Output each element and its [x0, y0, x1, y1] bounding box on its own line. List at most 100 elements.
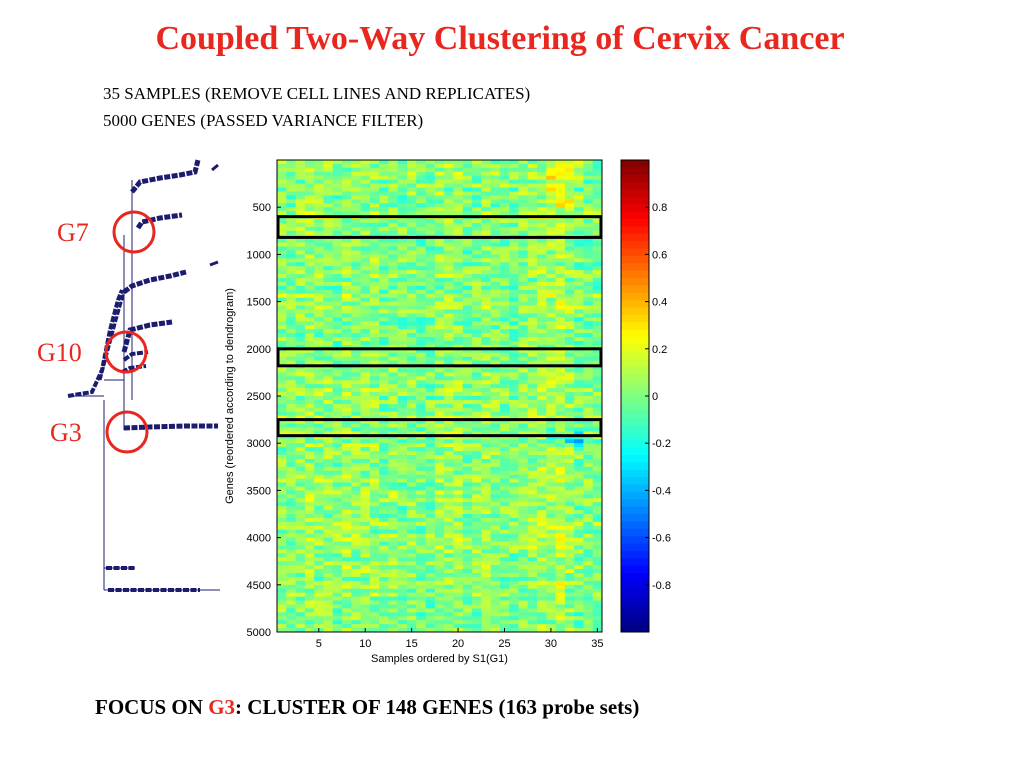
heatmap-cell — [499, 301, 510, 306]
heatmap-cell — [323, 219, 334, 224]
heatmap-cell — [379, 573, 389, 578]
heatmap-cell — [490, 588, 501, 594]
heatmap-cell — [304, 616, 315, 621]
heatmap-cell — [379, 455, 389, 460]
heatmap-cell — [286, 297, 296, 302]
heatmap-cell — [444, 329, 454, 334]
heatmap-cell — [434, 411, 445, 417]
heatmap-cell — [397, 573, 408, 578]
heatmap-cell — [314, 329, 324, 334]
heatmap-cell — [277, 435, 287, 440]
heatmap-cell — [397, 270, 408, 275]
heatmap-cell — [509, 392, 519, 397]
heatmap-cell — [360, 160, 371, 165]
heatmap-cell — [360, 321, 371, 326]
heatmap-cell — [499, 427, 510, 432]
heatmap-cell — [472, 616, 482, 621]
heatmap-cell — [360, 545, 371, 550]
heatmap-cell — [416, 160, 426, 165]
heatmap-cell — [499, 285, 510, 291]
heatmap-cell — [332, 222, 343, 228]
heatmap-cell — [574, 407, 584, 413]
heatmap-cell — [407, 573, 417, 578]
heatmap-cell — [472, 289, 482, 295]
heatmap-cell — [518, 329, 529, 334]
heatmap-cell — [351, 207, 361, 212]
heatmap — [277, 160, 603, 633]
heatmap-cell — [407, 490, 417, 495]
heatmap-cell — [490, 309, 501, 314]
heatmap-cell — [555, 620, 566, 625]
heatmap-cell — [462, 498, 473, 503]
heatmap-cell — [323, 368, 334, 373]
heatmap-cell — [397, 510, 408, 515]
heatmap-cell — [462, 486, 473, 491]
heatmap-cell — [407, 494, 417, 499]
heatmap-cell — [583, 553, 594, 558]
heatmap-cell — [546, 561, 556, 566]
heatmap-cell — [277, 584, 287, 590]
heatmap-cell — [342, 219, 352, 224]
heatmap-cell — [518, 325, 529, 330]
heatmap-cell — [472, 297, 482, 302]
colorbar-segment — [621, 403, 649, 412]
heatmap-cell — [351, 360, 361, 365]
heatmap-cell — [360, 478, 371, 483]
heatmap-cell — [332, 183, 343, 188]
heatmap-cell — [388, 163, 399, 169]
heatmap-cell — [564, 514, 575, 519]
heatmap-cell — [583, 313, 594, 318]
colorbar-tick-label: 0.8 — [652, 202, 667, 214]
heatmap-cell — [444, 175, 454, 181]
heatmap-cell — [462, 399, 473, 405]
heatmap-cell — [574, 600, 584, 605]
heatmap-cell — [351, 407, 361, 413]
heatmap-cell — [490, 620, 501, 625]
heatmap-cell — [537, 427, 547, 432]
heatmap-cell — [592, 230, 603, 236]
heatmap-cell — [342, 187, 352, 192]
heatmap-cell — [314, 250, 324, 255]
heatmap-cell — [286, 337, 296, 342]
heatmap-cell — [434, 317, 445, 322]
y-tick-label: 2000 — [247, 344, 271, 356]
heatmap-cell — [360, 474, 371, 479]
heatmap-cell — [360, 396, 371, 401]
heatmap-cell — [434, 600, 445, 605]
heatmap-cell — [360, 588, 371, 594]
heatmap-cell — [304, 305, 315, 310]
heatmap-cell — [444, 293, 454, 299]
heatmap-cell — [351, 399, 361, 405]
heatmap-cell — [564, 293, 575, 299]
heatmap-cell — [490, 297, 501, 302]
heatmap-cell — [388, 514, 399, 519]
heatmap-cell — [434, 226, 445, 232]
heatmap-cell — [462, 573, 473, 578]
heatmap-cell — [583, 285, 594, 291]
heatmap-cell — [490, 325, 501, 330]
heatmap-cell — [342, 462, 352, 468]
heatmap-cell — [490, 506, 501, 511]
heatmap-cell — [407, 219, 417, 224]
heatmap-cell — [425, 179, 436, 184]
heatmap-cell — [472, 612, 482, 617]
heatmap-cell — [453, 458, 464, 464]
heatmap-cell — [444, 337, 454, 342]
heatmap-cell — [546, 533, 556, 538]
heatmap-cell — [555, 270, 566, 275]
heatmap-cell — [490, 305, 501, 310]
heatmap-cell — [481, 431, 491, 436]
heatmap-cell — [397, 238, 408, 243]
heatmap-cell — [434, 211, 445, 216]
heatmap-cell — [277, 403, 287, 409]
heatmap-cell — [453, 317, 464, 322]
heatmap-cell — [416, 274, 426, 279]
heatmap-cell — [546, 340, 556, 346]
heatmap-cell — [351, 333, 361, 338]
heatmap-cell — [286, 285, 296, 291]
heatmap-cell — [277, 344, 287, 350]
heatmap-cell — [351, 289, 361, 295]
heatmap-cell — [286, 399, 296, 405]
heatmap-cell — [583, 403, 594, 409]
heatmap-cell — [453, 285, 464, 291]
